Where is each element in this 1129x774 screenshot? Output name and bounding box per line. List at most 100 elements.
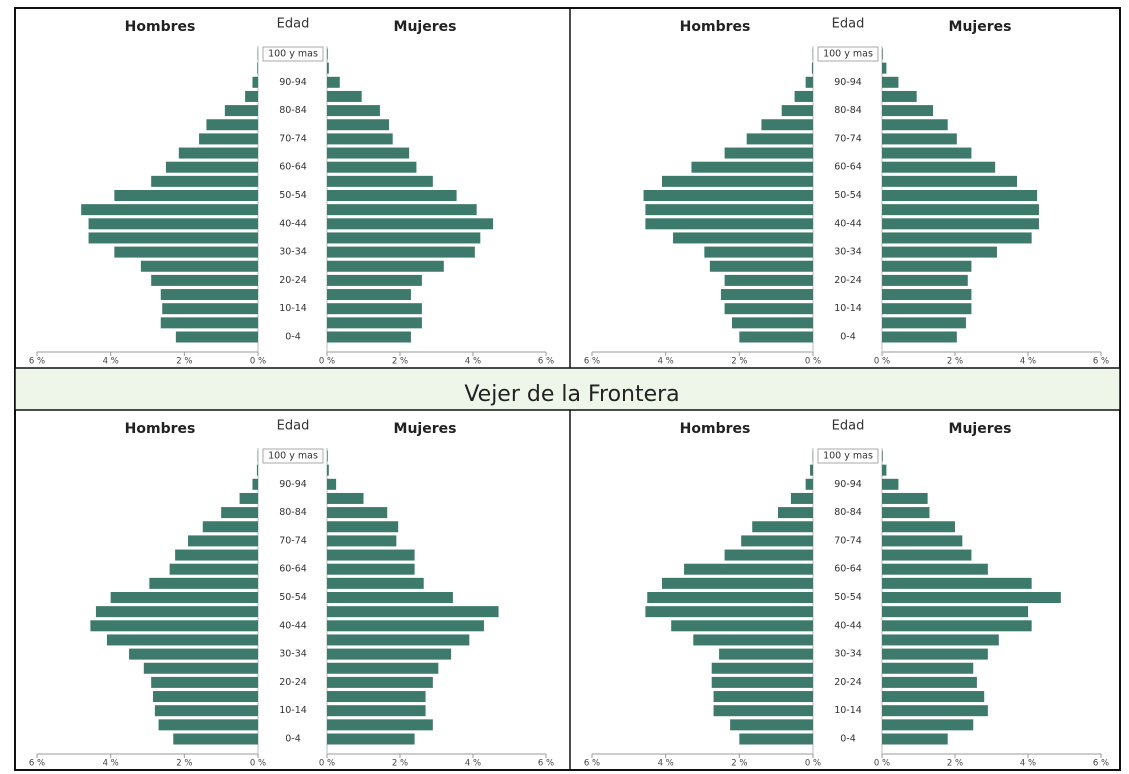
x-tick-label: 0 % bbox=[805, 759, 821, 769]
bar bbox=[882, 563, 988, 575]
series-title: Hombres bbox=[125, 421, 196, 437]
series-title: Mujeres bbox=[949, 421, 1012, 437]
bar bbox=[327, 303, 422, 315]
y-tick-label: 30-34 bbox=[279, 649, 307, 660]
bar bbox=[882, 76, 899, 88]
bar bbox=[882, 592, 1061, 603]
bar bbox=[327, 90, 362, 102]
bar bbox=[882, 535, 963, 547]
pyramid-chart: Hombres Mujeres Edad 0 % 0 % 2 % 2 % 4 % 4 % 6 % 6… bbox=[584, 17, 1109, 367]
bar bbox=[327, 535, 397, 547]
x-tick-label: 6 % bbox=[584, 759, 600, 769]
x-tick-label: 2 % bbox=[731, 759, 747, 769]
y-tick-label: 0-4 bbox=[285, 734, 301, 745]
bar bbox=[327, 105, 380, 117]
bar bbox=[327, 634, 470, 646]
bar bbox=[88, 232, 258, 244]
bar bbox=[256, 464, 258, 476]
x-tick-label: 0 % bbox=[319, 357, 335, 367]
series-title: Hombres bbox=[680, 19, 751, 35]
bar bbox=[882, 147, 972, 159]
y-tick-label: 60-64 bbox=[834, 162, 862, 173]
bar bbox=[327, 175, 433, 187]
bar bbox=[327, 733, 415, 745]
bar bbox=[327, 232, 481, 244]
bar bbox=[882, 48, 883, 60]
bar bbox=[114, 190, 258, 201]
bar bbox=[882, 274, 968, 286]
bar bbox=[327, 464, 329, 476]
x-tick-label: 4 % bbox=[465, 357, 481, 367]
bar bbox=[165, 161, 258, 173]
pyramid-chart: Hombres Mujeres Edad 0 % 0 % 2 % 2 % 4 % 4 % 6 % 6… bbox=[584, 419, 1109, 769]
y-tick-label: 50-54 bbox=[279, 190, 307, 201]
bar bbox=[143, 662, 258, 674]
bar bbox=[327, 691, 426, 703]
bar bbox=[761, 119, 813, 131]
bar bbox=[81, 204, 258, 216]
y-tick-label: 90-94 bbox=[279, 479, 307, 490]
y-tick-label: 80-84 bbox=[834, 507, 862, 518]
x-tick-label: 0 % bbox=[874, 759, 890, 769]
y-tick-label: 80-84 bbox=[834, 105, 862, 116]
label-box bbox=[817, 46, 879, 62]
bar bbox=[882, 549, 972, 561]
bar bbox=[882, 521, 955, 533]
bar bbox=[882, 190, 1038, 201]
x-tick-label: 0 % bbox=[250, 357, 266, 367]
y-tick-label: 30-34 bbox=[834, 649, 862, 660]
bar bbox=[882, 317, 966, 329]
bar bbox=[327, 62, 329, 74]
y-tick-label: 90-94 bbox=[834, 479, 862, 490]
bar bbox=[327, 161, 417, 173]
bar bbox=[713, 705, 813, 717]
bar bbox=[327, 133, 393, 145]
bar bbox=[882, 662, 974, 674]
y-tick-label: 30-34 bbox=[279, 247, 307, 258]
x-tick-label: 4 % bbox=[465, 759, 481, 769]
bar bbox=[327, 606, 499, 618]
bar bbox=[724, 549, 813, 561]
bar bbox=[645, 606, 813, 618]
y-tick-label: 20-24 bbox=[834, 275, 862, 286]
bar bbox=[882, 289, 972, 301]
bar bbox=[882, 90, 917, 102]
bar bbox=[169, 563, 258, 575]
bar bbox=[327, 218, 494, 230]
y-tick-label: 80-84 bbox=[279, 507, 307, 518]
bar bbox=[752, 521, 813, 533]
bar bbox=[811, 62, 813, 74]
bar bbox=[158, 719, 258, 731]
y-tick-label: 20-24 bbox=[279, 677, 307, 688]
x-tick-label: 2 % bbox=[947, 357, 963, 367]
x-tick-label: 6 % bbox=[1093, 759, 1109, 769]
x-tick-label: 6 % bbox=[29, 759, 45, 769]
bar bbox=[882, 705, 988, 717]
pyramid-chart: Hombres Mujeres Edad 0 % 0 % 2 % 2 % 4 % 4 % 6 % 6… bbox=[29, 17, 554, 367]
bar bbox=[327, 274, 422, 286]
x-tick-label: 0 % bbox=[874, 357, 890, 367]
bar bbox=[327, 331, 411, 343]
bar bbox=[153, 691, 258, 703]
y-tick-label: 10-14 bbox=[834, 303, 862, 314]
bar bbox=[151, 274, 258, 286]
bar bbox=[149, 577, 258, 589]
bar bbox=[151, 175, 258, 187]
axis-title: Edad bbox=[832, 419, 865, 434]
bar bbox=[746, 133, 813, 145]
y-tick-label: 30-34 bbox=[834, 247, 862, 258]
x-tick-label: 4 % bbox=[1020, 759, 1036, 769]
x-tick-label: 6 % bbox=[29, 357, 45, 367]
bar bbox=[95, 606, 258, 618]
label-box bbox=[262, 448, 324, 464]
y-tick-label: 100 y mas bbox=[268, 451, 318, 462]
bar bbox=[882, 119, 948, 131]
bar bbox=[327, 289, 411, 301]
bar bbox=[882, 331, 957, 343]
x-tick-label: 0 % bbox=[319, 759, 335, 769]
x-tick-label: 0 % bbox=[250, 759, 266, 769]
y-tick-label: 40-44 bbox=[279, 620, 307, 631]
x-tick-label: 4 % bbox=[1020, 357, 1036, 367]
x-tick-label: 2 % bbox=[947, 759, 963, 769]
bar bbox=[724, 147, 813, 159]
